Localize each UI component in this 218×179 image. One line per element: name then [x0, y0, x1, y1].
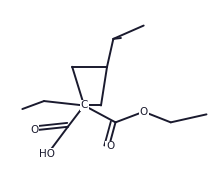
Text: HO: HO — [39, 149, 55, 159]
Text: O: O — [106, 141, 114, 151]
Text: O: O — [30, 125, 38, 135]
Text: O: O — [140, 107, 148, 117]
Text: C: C — [80, 100, 88, 110]
